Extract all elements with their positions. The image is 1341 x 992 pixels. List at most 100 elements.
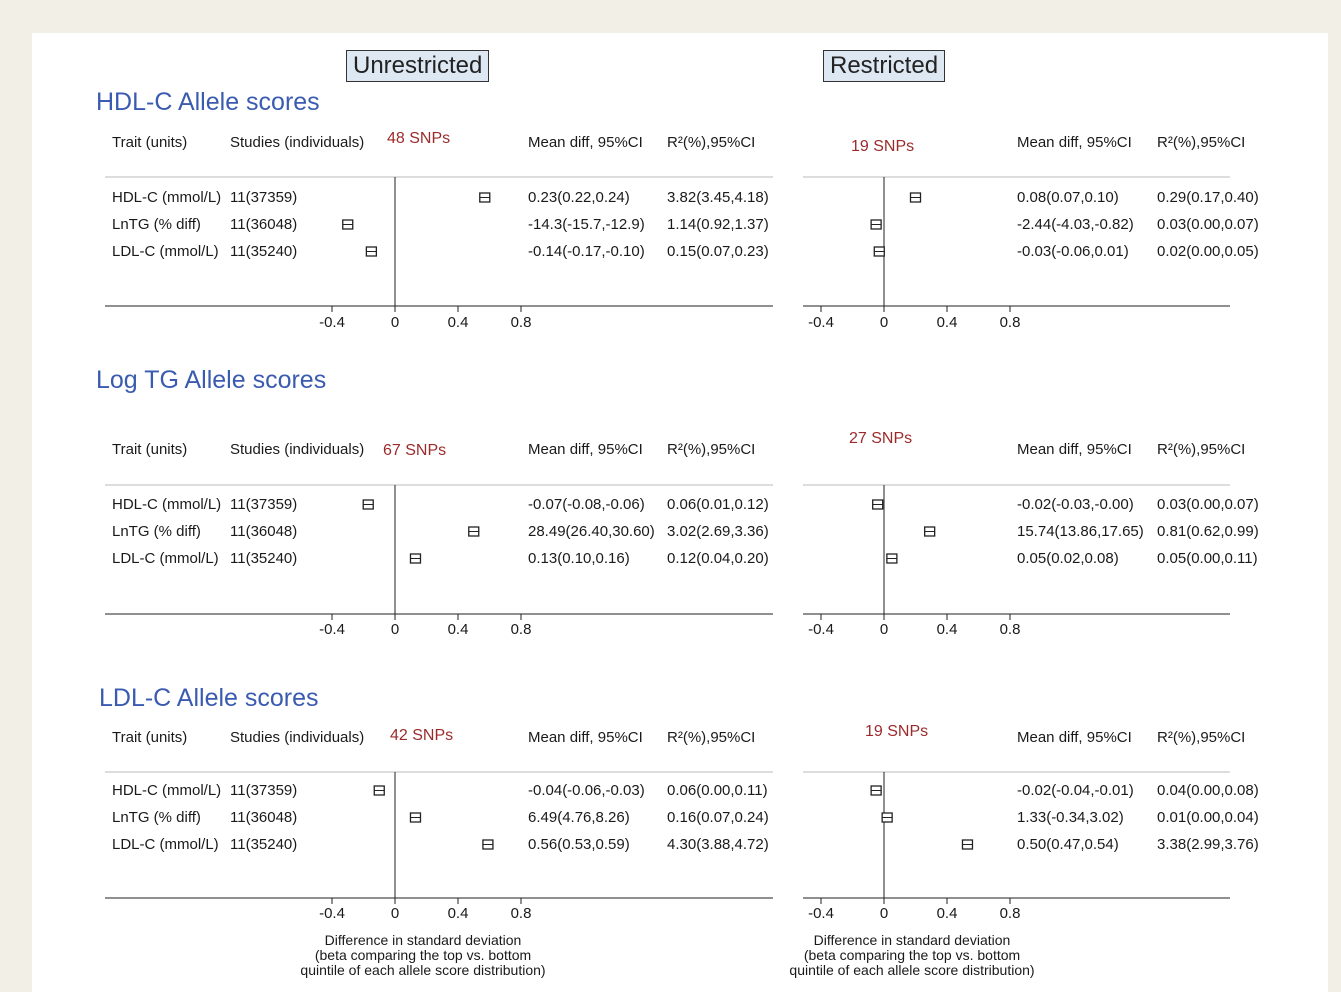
row-studies: 11(36048) <box>230 216 298 233</box>
estimate-marker <box>961 839 974 850</box>
estimate-marker <box>870 219 882 230</box>
row-mean-diff: 0.05(0.02,0.08) <box>1017 550 1119 567</box>
row-mean-diff: -14.3(-15.7,-12.9) <box>528 216 645 233</box>
section-title: HDL-C Allele scores <box>96 88 320 116</box>
row-mean-diff: 28.49(26.40,30.60) <box>528 523 655 540</box>
x-axis-title: Difference in standard deviation (beta co… <box>300 932 546 978</box>
column-header-mean-diff: Mean diff, 95%CI <box>528 441 643 458</box>
column-header-trait: Trait (units) <box>112 134 188 151</box>
column-header-mean-diff: Mean diff, 95%CI <box>1017 729 1132 746</box>
row-trait: HDL-C (mmol/L) <box>112 782 222 799</box>
estimate-marker <box>409 812 422 823</box>
x-tick-label: 0.8 <box>999 621 1021 638</box>
estimate-marker <box>362 499 374 510</box>
row-mean-diff: -0.02(-0.04,-0.01) <box>1017 782 1134 799</box>
column-header-r2: R²(%),95%CI <box>667 134 756 151</box>
row-trait: LDL-C (mmol/L) <box>112 836 219 853</box>
column-header-mean-diff: Mean diff, 95%CI <box>1017 441 1132 458</box>
row-r2: 0.03(0.00,0.07) <box>1157 496 1259 513</box>
x-tick-label: 0.8 <box>999 905 1021 922</box>
x-tick-label: 0.8 <box>999 314 1021 331</box>
unrestricted-header: Unrestricted <box>346 50 490 82</box>
row-trait: HDL-C (mmol/L) <box>112 496 222 513</box>
column-header-r2: R²(%),95%CI <box>1157 134 1246 151</box>
x-tick-label: 0 <box>879 621 889 638</box>
row-r2: 3.02(2.69,3.36) <box>667 523 769 540</box>
snp-count-label: 42 SNPs <box>390 727 454 744</box>
row-mean-diff: -2.44(-4.03,-0.82) <box>1017 216 1134 233</box>
row-r2: 0.05(0.00,0.11) <box>1157 550 1258 567</box>
x-tick-label: 0.4 <box>447 621 469 638</box>
row-studies: 11(35240) <box>230 550 298 567</box>
row-mean-diff: 0.23(0.22,0.24) <box>528 189 630 206</box>
estimate-marker <box>881 812 893 823</box>
column-header-trait: Trait (units) <box>112 441 188 458</box>
snp-count-label: 19 SNPs <box>865 723 929 740</box>
column-header-mean-diff: Mean diff, 95%CI <box>1017 134 1132 151</box>
estimate-marker <box>482 839 494 850</box>
row-mean-diff: -0.14(-0.17,-0.10) <box>528 243 645 260</box>
x-tick-label: 0.4 <box>447 905 469 922</box>
x-tick-label: -0.4 <box>319 905 345 922</box>
row-mean-diff: -0.04(-0.06,-0.03) <box>528 782 645 799</box>
row-r2: 0.81(0.62,0.99) <box>1157 523 1259 540</box>
x-tick-label: -0.4 <box>808 621 834 638</box>
row-r2: 0.12(0.04,0.20) <box>667 550 769 567</box>
row-mean-diff: -0.02(-0.03,-0.00) <box>1017 496 1134 513</box>
snp-count-label: 67 SNPs <box>383 442 447 459</box>
x-tick-label: 0.4 <box>936 905 958 922</box>
estimate-marker <box>872 499 884 510</box>
x-tick-label: -0.4 <box>319 621 345 638</box>
x-tick-label: -0.4 <box>808 905 834 922</box>
column-header-r2: R²(%),95%CI <box>667 441 756 458</box>
restricted-header: Restricted <box>823 50 946 82</box>
column-header-mean-diff: Mean diff, 95%CI <box>528 134 643 151</box>
row-studies: 11(36048) <box>230 523 298 540</box>
row-trait: LDL-C (mmol/L) <box>112 550 219 567</box>
estimate-marker <box>924 526 936 537</box>
row-trait: LDL-C (mmol/L) <box>112 243 219 260</box>
row-mean-diff: 6.49(4.76,8.26) <box>528 809 630 826</box>
x-tick-label: 0 <box>390 621 400 638</box>
estimate-marker <box>373 785 385 796</box>
row-r2: 0.04(0.00,0.08) <box>1157 782 1259 799</box>
estimate-marker <box>873 246 885 257</box>
x-tick-label: -0.4 <box>319 314 345 331</box>
row-mean-diff: 0.13(0.10,0.16) <box>528 550 630 567</box>
column-header-r2: R²(%),95%CI <box>1157 729 1246 746</box>
snp-count-label: 27 SNPs <box>849 430 913 447</box>
x-tick-label: -0.4 <box>808 314 834 331</box>
row-mean-diff: 0.08(0.07,0.10) <box>1017 189 1119 206</box>
row-r2: 0.02(0.00,0.05) <box>1157 243 1259 260</box>
row-trait: HDL-C (mmol/L) <box>112 189 222 206</box>
x-tick-label: 0.8 <box>510 905 532 922</box>
row-studies: 11(37359) <box>230 782 298 799</box>
row-studies: 11(37359) <box>230 496 298 513</box>
row-mean-diff: 1.33(-0.34,3.02) <box>1017 809 1124 826</box>
x-tick-label: 0 <box>390 314 400 331</box>
row-r2: 3.82(3.45,4.18) <box>667 189 769 206</box>
x-tick-label: 0.8 <box>510 621 532 638</box>
section-title: Log TG Allele scores <box>96 366 327 394</box>
row-mean-diff: -0.03(-0.06,0.01) <box>1017 243 1129 260</box>
row-mean-diff: 15.74(13.86,17.65) <box>1017 523 1144 540</box>
row-studies: 11(35240) <box>230 243 298 260</box>
estimate-marker <box>870 785 882 796</box>
row-studies: 11(35240) <box>230 836 298 853</box>
row-studies: 11(37359) <box>230 189 298 206</box>
row-trait: LnTG (% diff) <box>112 523 201 540</box>
section-title: LDL-C Allele scores <box>99 684 319 712</box>
figure-panel <box>32 33 1328 992</box>
column-header-r2: R²(%),95%CI <box>1157 441 1246 458</box>
x-tick-label: 0.4 <box>936 314 958 331</box>
snp-count-label: 19 SNPs <box>851 138 915 155</box>
estimate-marker <box>479 192 491 203</box>
row-r2: 0.29(0.17,0.40) <box>1157 189 1259 206</box>
row-r2: 0.06(0.01,0.12) <box>667 496 769 513</box>
snp-count-label: 48 SNPs <box>387 130 451 147</box>
row-r2: 1.14(0.92,1.37) <box>667 216 769 233</box>
row-r2: 4.30(3.88,4.72) <box>667 836 769 853</box>
column-header-mean-diff: Mean diff, 95%CI <box>528 729 643 746</box>
estimate-marker <box>409 553 422 564</box>
